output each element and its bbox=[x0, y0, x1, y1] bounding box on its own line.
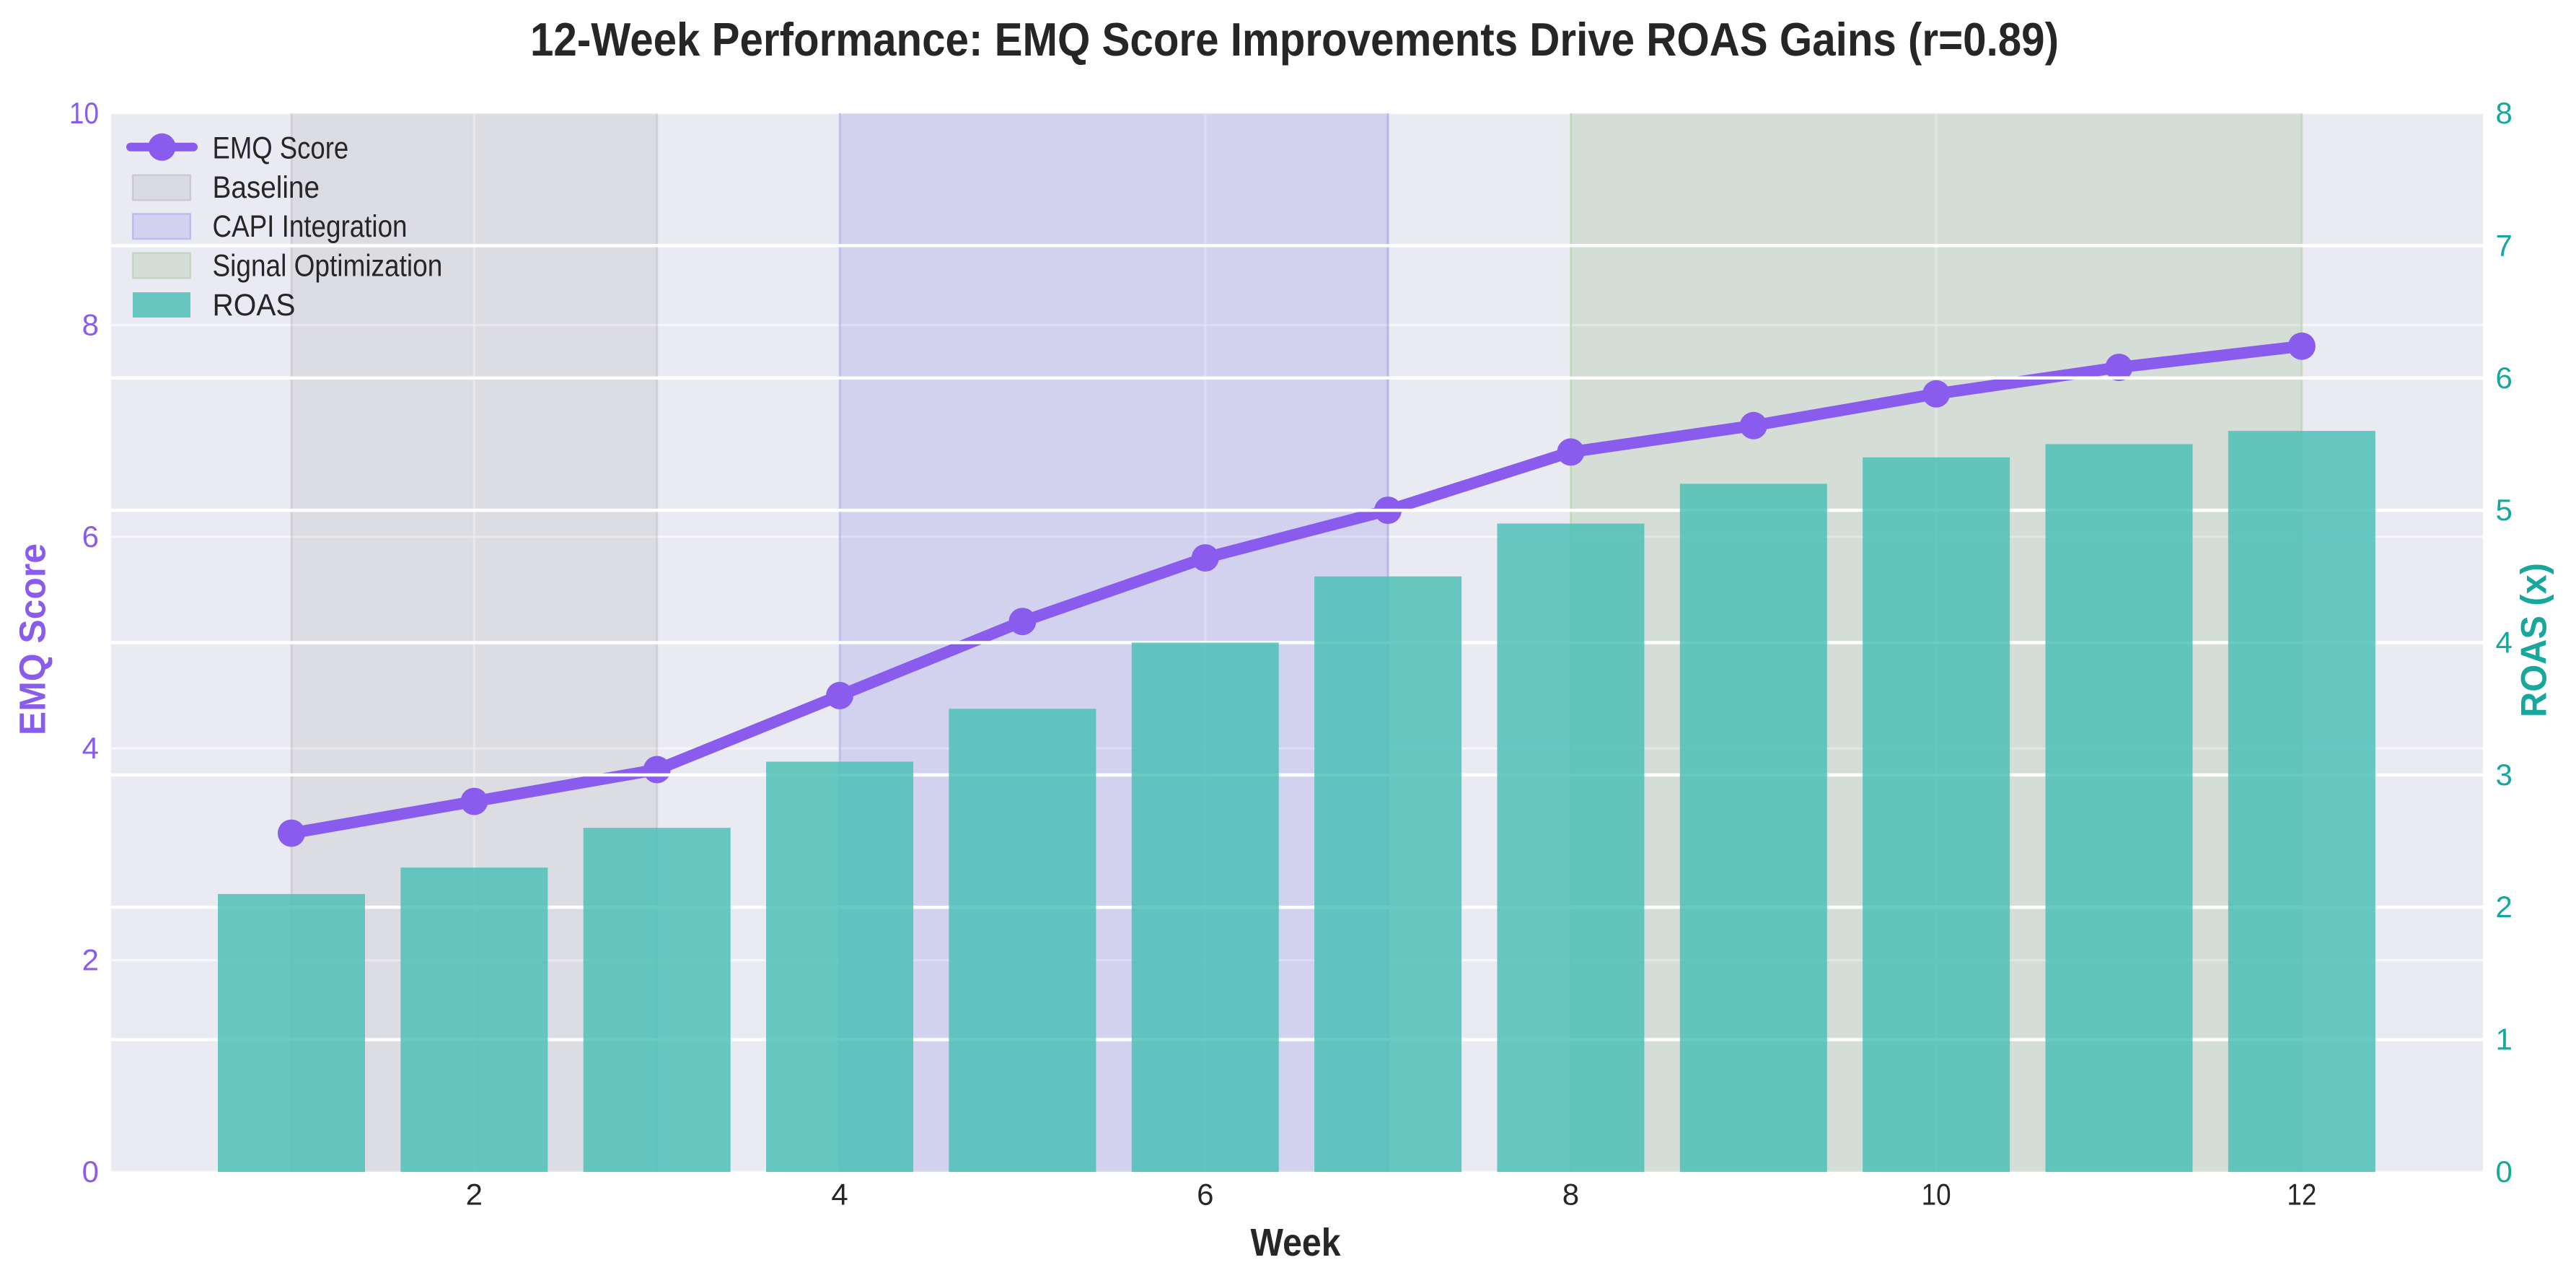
svg-text:EMQ Score: EMQ Score bbox=[12, 543, 53, 735]
svg-text:2: 2 bbox=[2496, 890, 2513, 924]
svg-text:2: 2 bbox=[82, 943, 99, 977]
svg-text:4: 4 bbox=[2496, 626, 2513, 660]
svg-text:8: 8 bbox=[1562, 1178, 1579, 1212]
svg-text:4: 4 bbox=[82, 731, 99, 765]
svg-text:ROAS (x): ROAS (x) bbox=[2514, 563, 2554, 717]
svg-text:0: 0 bbox=[2496, 1155, 2513, 1189]
svg-text:ROAS: ROAS bbox=[213, 288, 296, 323]
svg-text:8: 8 bbox=[82, 307, 99, 341]
svg-text:6: 6 bbox=[2496, 361, 2513, 395]
svg-text:0: 0 bbox=[82, 1155, 99, 1189]
svg-text:3: 3 bbox=[2496, 758, 2513, 792]
svg-text:10: 10 bbox=[69, 96, 99, 130]
svg-text:Week: Week bbox=[1251, 1221, 1342, 1264]
svg-text:6: 6 bbox=[82, 520, 99, 553]
svg-text:10: 10 bbox=[1922, 1178, 1951, 1212]
svg-text:1: 1 bbox=[2496, 1023, 2513, 1056]
svg-text:Signal Optimization: Signal Optimization bbox=[213, 249, 443, 284]
svg-text:Baseline: Baseline bbox=[213, 170, 320, 205]
svg-text:6: 6 bbox=[1197, 1178, 1213, 1212]
svg-text:12: 12 bbox=[2287, 1178, 2316, 1212]
svg-text:5: 5 bbox=[2496, 493, 2513, 527]
svg-text:CAPI Integration: CAPI Integration bbox=[213, 209, 408, 244]
svg-text:4: 4 bbox=[831, 1178, 848, 1212]
svg-text:7: 7 bbox=[2496, 228, 2513, 262]
svg-text:EMQ Score: EMQ Score bbox=[213, 131, 349, 165]
svg-text:2: 2 bbox=[466, 1178, 483, 1212]
svg-text:8: 8 bbox=[2496, 96, 2513, 130]
svg-text:12-Week Performance: EMQ Score: 12-Week Performance: EMQ Score Improveme… bbox=[530, 13, 2059, 66]
